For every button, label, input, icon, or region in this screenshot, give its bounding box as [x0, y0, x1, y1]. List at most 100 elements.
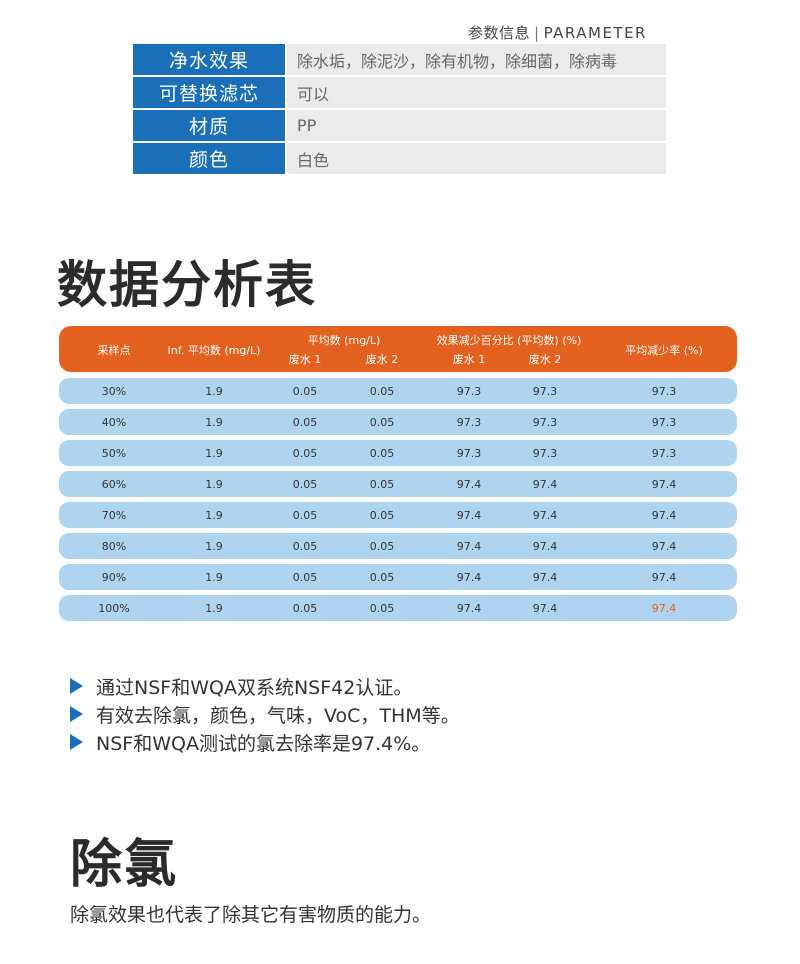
table-cell: 97.3	[651, 385, 677, 398]
table-cell: 70%	[101, 509, 127, 522]
table-cell: 1.9	[205, 416, 223, 429]
parameter-key: 可替换滤芯	[133, 77, 285, 108]
parameter-row: 净水效果 除水垢，除泥沙，除有机物，除细菌，除病毒	[133, 44, 666, 75]
bullet-text: 通过NSF和WQA双系统NSF42认证。	[96, 676, 413, 699]
table-row: 90% 1.9 0.05 0.05 97.4 97.4 97.4	[59, 564, 737, 590]
header-avg-group: 平均数 (mg/L)	[307, 334, 381, 347]
table-cell: 97.4	[651, 602, 677, 615]
table-cell: 80%	[101, 540, 127, 553]
table-row: 100% 1.9 0.05 0.05 97.4 97.4 97.4	[59, 595, 737, 621]
parameter-row: 颜色 白色	[133, 143, 666, 174]
table-cell: 0.05	[292, 385, 318, 398]
table-cell: 97.3	[456, 447, 482, 460]
table-cell: 1.9	[205, 509, 223, 522]
table-cell: 1.9	[205, 571, 223, 584]
table-cell: 0.05	[369, 478, 395, 491]
table-cell: 1.9	[205, 385, 223, 398]
analysis-title: 数据分析表	[57, 256, 317, 314]
table-cell: 40%	[101, 416, 127, 429]
table-row: 40% 1.9 0.05 0.05 97.3 97.3 97.3	[59, 409, 737, 435]
parameter-value: PP	[287, 110, 666, 141]
header-avg-w1: 废水 1	[288, 353, 322, 366]
table-cell: 0.05	[369, 540, 395, 553]
parameter-value: 可以	[287, 77, 666, 108]
table-cell: 60%	[101, 478, 127, 491]
table-cell: 0.05	[369, 416, 395, 429]
table-cell: 0.05	[292, 478, 318, 491]
table-cell: 0.05	[369, 447, 395, 460]
parameter-key: 颜色	[133, 143, 285, 174]
bullet-text: NSF和WQA测试的氯去除率是97.4%。	[96, 732, 431, 755]
table-cell: 100%	[98, 602, 130, 615]
parameter-header-separator: |	[534, 24, 540, 42]
table-cell: 97.4	[532, 509, 558, 522]
table-cell: 0.05	[292, 416, 318, 429]
parameter-header-cn: 参数信息	[468, 24, 531, 42]
analysis-table-body: 30% 1.9 0.05 0.05 97.3 97.3 97.3 40% 1.9 0.05 0.05…	[59, 378, 737, 621]
bullet-item: 有效去除氯，颜色，气味，VoC，THM等。	[70, 700, 460, 728]
table-cell: 97.3	[456, 385, 482, 398]
table-cell: 97.3	[532, 416, 558, 429]
table-cell: 97.4	[651, 509, 677, 522]
header-avg-w2: 废水 2	[365, 353, 399, 366]
table-cell: 1.9	[205, 602, 223, 615]
table-cell: 1.9	[205, 478, 223, 491]
header-eff-group: 效果减少百分比 (平均数) (%)	[436, 334, 582, 347]
bullet-text: 有效去除氯，颜色，气味，VoC，THM等。	[96, 704, 460, 727]
table-cell: 97.4	[456, 509, 482, 522]
table-cell: 0.05	[292, 571, 318, 584]
table-cell: 97.4	[532, 571, 558, 584]
table-row: 60% 1.9 0.05 0.05 97.4 97.4 97.4	[59, 471, 737, 497]
parameter-row: 可替换滤芯 可以	[133, 77, 666, 108]
parameter-value: 除水垢，除泥沙，除有机物，除细菌，除病毒	[287, 44, 666, 75]
table-cell: 90%	[101, 571, 127, 584]
table-cell: 97.3	[651, 416, 677, 429]
table-cell: 97.4	[456, 478, 482, 491]
bullet-list: 通过NSF和WQA双系统NSF42认证。 有效去除氯，颜色，气味，VoC，THM…	[70, 672, 460, 756]
table-row: 70% 1.9 0.05 0.05 97.4 97.4 97.4	[59, 502, 737, 528]
triangle-bullet-icon	[70, 734, 83, 750]
table-cell: 97.4	[651, 540, 677, 553]
table-cell: 50%	[101, 447, 127, 460]
bullet-item: NSF和WQA测试的氯去除率是97.4%。	[70, 728, 460, 756]
table-cell: 97.4	[532, 602, 558, 615]
table-cell: 97.4	[651, 571, 677, 584]
parameter-value: 白色	[287, 143, 666, 174]
parameter-key: 净水效果	[133, 44, 285, 75]
analysis-table: 采样点 Inf. 平均数 (mg/L) 平均数 (mg/L) 废水 1 废水 2…	[59, 326, 737, 621]
parameter-header: 参数信息 | PARAMETER	[468, 22, 647, 43]
header-sample: 采样点	[97, 344, 131, 357]
triangle-bullet-icon	[70, 706, 83, 722]
table-cell: 0.05	[292, 602, 318, 615]
table-cell: 97.3	[532, 447, 558, 460]
header-eff-w2: 废水 2	[528, 353, 562, 366]
parameter-table: 净水效果 除水垢，除泥沙，除有机物，除细菌，除病毒 可替换滤芯 可以 材质 PP…	[133, 44, 666, 176]
parameter-row: 材质 PP	[133, 110, 666, 141]
table-cell: 97.4	[532, 478, 558, 491]
table-cell: 0.05	[292, 447, 318, 460]
table-cell: 0.05	[292, 540, 318, 553]
parameter-header-en: PARAMETER	[543, 24, 647, 42]
table-cell: 0.05	[369, 509, 395, 522]
table-cell: 97.3	[532, 385, 558, 398]
table-cell: 1.9	[205, 540, 223, 553]
header-inf: Inf. 平均数 (mg/L)	[167, 344, 261, 357]
table-cell: 97.4	[456, 602, 482, 615]
triangle-bullet-icon	[70, 678, 83, 694]
dechlorination-description: 除氯效果也代表了除其它有害物质的能力。	[70, 904, 432, 926]
table-row: 80% 1.9 0.05 0.05 97.4 97.4 97.4	[59, 533, 737, 559]
table-cell: 97.4	[456, 540, 482, 553]
table-cell: 97.4	[651, 478, 677, 491]
table-cell: 0.05	[369, 602, 395, 615]
table-cell: 0.05	[292, 509, 318, 522]
table-cell: 0.05	[369, 385, 395, 398]
table-cell: 97.3	[456, 416, 482, 429]
table-cell: 97.4	[532, 540, 558, 553]
header-eff-w1: 废水 1	[452, 353, 486, 366]
analysis-table-header: 采样点 Inf. 平均数 (mg/L) 平均数 (mg/L) 废水 1 废水 2…	[59, 326, 737, 372]
table-cell: 97.3	[651, 447, 677, 460]
table-cell: 1.9	[205, 447, 223, 460]
table-row: 30% 1.9 0.05 0.05 97.3 97.3 97.3	[59, 378, 737, 404]
table-cell: 0.05	[369, 571, 395, 584]
parameter-key: 材质	[133, 110, 285, 141]
